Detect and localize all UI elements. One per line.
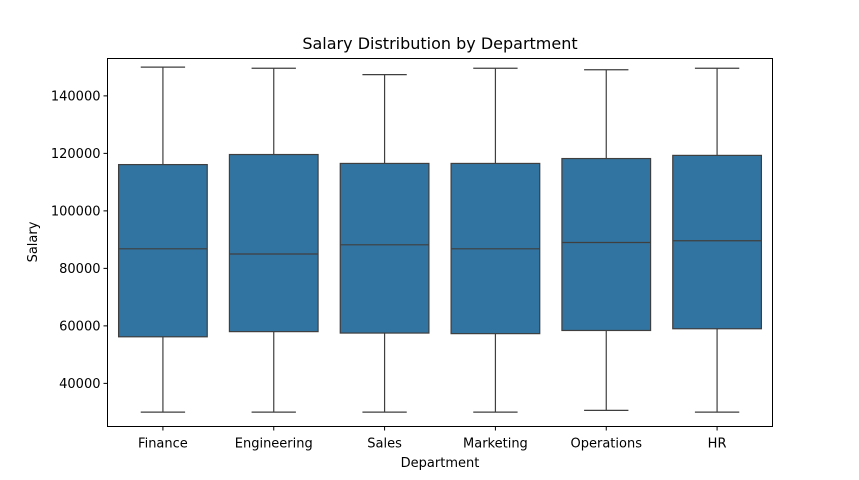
x-tick-label: Operations [571, 437, 643, 452]
box-group-hr [672, 67, 763, 413]
x-tick-label: Marketing [463, 437, 528, 452]
chart-title: Salary Distribution by Department [302, 34, 577, 53]
iqr-box [228, 153, 319, 333]
y-axis: 40000 60000 80000 100000 120000 140000 [51, 89, 108, 392]
y-tick-label: 120000 [51, 147, 101, 162]
x-tick-label: Finance [138, 437, 188, 452]
iqr-box [339, 162, 430, 334]
box-group-engineering [228, 67, 319, 413]
x-tick-label: Sales [367, 437, 402, 452]
x-axis-label: Department [401, 456, 480, 471]
y-tick-label: 140000 [51, 89, 101, 104]
y-tick-label: 100000 [51, 204, 101, 219]
y-tick-label: 40000 [59, 377, 100, 392]
y-axis-label: Salary [26, 221, 41, 262]
y-tick-label: 60000 [59, 319, 100, 334]
box-group-sales [339, 73, 430, 413]
x-tick-label: Engineering [235, 437, 313, 452]
x-tick-label: HR [708, 437, 727, 452]
iqr-box [561, 157, 652, 332]
box-group-operations [561, 69, 652, 411]
box-group-finance [117, 66, 208, 413]
iqr-box [117, 163, 208, 338]
box-group-marketing [450, 67, 541, 413]
iqr-box [672, 154, 763, 330]
plot-frame [107, 58, 773, 427]
y-tick-label: 80000 [59, 262, 100, 277]
boxes-layer [117, 66, 763, 413]
x-axis: Finance Engineering Sales Marketing Operatio… [138, 426, 727, 452]
